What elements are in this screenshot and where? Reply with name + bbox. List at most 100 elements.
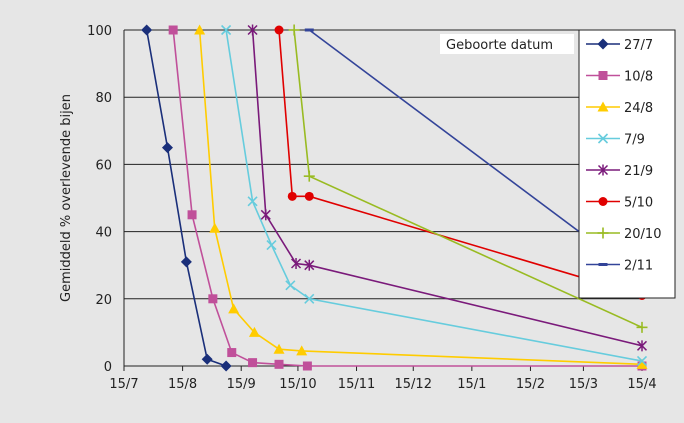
x-tick-label: 15/9 bbox=[227, 377, 256, 392]
marker-stroke bbox=[597, 133, 609, 144]
y-tick-labels: 0 20 40 60 80 100 bbox=[87, 24, 112, 375]
legend-label: 5/10 bbox=[624, 196, 653, 211]
data-point-marker bbox=[597, 227, 609, 239]
data-point-marker bbox=[180, 256, 192, 268]
data-point-marker bbox=[598, 263, 608, 266]
series-line bbox=[172, 29, 642, 367]
legend-label: 20/10 bbox=[624, 227, 661, 242]
data-point-marker bbox=[597, 133, 609, 144]
data-point-marker bbox=[291, 258, 302, 270]
legend-title: Geboorte datum bbox=[446, 38, 553, 53]
y-axis-title: Gemiddeld % overlevende bijen bbox=[59, 94, 74, 302]
data-point-marker bbox=[274, 25, 284, 35]
data-point-marker bbox=[260, 209, 271, 221]
data-point-marker bbox=[266, 239, 277, 251]
series-27-7 bbox=[141, 24, 232, 372]
data-point-marker bbox=[636, 340, 648, 352]
x-tick-label: 15/1 bbox=[457, 377, 486, 392]
series-line bbox=[278, 29, 643, 297]
legend-entry: 10/8 bbox=[586, 70, 653, 85]
marker-stroke bbox=[247, 196, 258, 207]
marker-stroke bbox=[221, 24, 232, 36]
series-20-10 bbox=[288, 24, 648, 333]
legend-entry: 20/10 bbox=[586, 227, 661, 242]
data-point-marker bbox=[304, 191, 314, 201]
data-point-marker bbox=[141, 24, 153, 36]
y-tick-label: 40 bbox=[95, 226, 112, 241]
legend-label: 24/8 bbox=[624, 101, 653, 116]
legend-entry: 24/8 bbox=[586, 101, 653, 116]
data-point-marker bbox=[287, 191, 297, 201]
y-tick-label: 20 bbox=[95, 293, 112, 308]
data-point-marker bbox=[636, 358, 648, 369]
data-point-marker bbox=[221, 24, 232, 36]
y-tick-label: 100 bbox=[87, 24, 112, 39]
series-line bbox=[198, 29, 643, 366]
data-point-marker bbox=[304, 259, 315, 271]
legend: Geboorte datum 27/7 10/8 24/8 7/9 21/9 5/10 20… bbox=[440, 29, 676, 299]
series-24-8 bbox=[194, 24, 648, 369]
x-tick-label: 15/11 bbox=[338, 377, 375, 392]
series-line bbox=[225, 29, 643, 362]
x-tick-label: 15/3 bbox=[569, 377, 598, 392]
data-point-marker bbox=[247, 24, 258, 36]
data-point-marker bbox=[228, 303, 240, 314]
data-point-marker bbox=[597, 101, 609, 112]
data-point-marker bbox=[288, 24, 300, 36]
y-tick-label: 0 bbox=[104, 360, 112, 375]
data-point-marker bbox=[227, 348, 237, 358]
data-point-marker bbox=[636, 355, 648, 367]
legend-box bbox=[578, 29, 676, 299]
x-tick-labels: 15/7 15/8 15/9 15/10 15/11 15/12 15/1 15/2 15/3 1… bbox=[109, 377, 656, 392]
series-21-9 bbox=[247, 24, 648, 352]
data-point-marker bbox=[201, 353, 213, 365]
marker-stroke bbox=[285, 280, 296, 291]
x-tick-label: 15/2 bbox=[516, 377, 545, 392]
marker-stroke bbox=[266, 239, 277, 251]
data-point-marker bbox=[161, 142, 173, 154]
data-point-marker bbox=[273, 343, 285, 354]
data-point-marker bbox=[168, 25, 178, 35]
y-tick-label: 60 bbox=[95, 158, 112, 173]
grid-lines bbox=[124, 29, 642, 367]
series-line bbox=[145, 29, 227, 367]
data-point-marker bbox=[597, 38, 609, 50]
marker-stroke bbox=[304, 293, 315, 304]
data-point-marker bbox=[598, 71, 608, 80]
legend-entry: 5/10 bbox=[586, 196, 653, 211]
legend-label: 27/7 bbox=[624, 38, 653, 53]
legend-label: 21/9 bbox=[624, 164, 653, 179]
legend-label: 10/8 bbox=[624, 70, 653, 85]
data-point-marker bbox=[304, 28, 314, 32]
x-tick-label: 15/7 bbox=[109, 377, 138, 392]
legend-label: 2/11 bbox=[624, 259, 653, 274]
legend-entry: 7/9 bbox=[586, 133, 645, 148]
data-point-marker bbox=[285, 280, 296, 291]
data-point-marker bbox=[220, 360, 232, 372]
axes bbox=[123, 30, 643, 371]
data-point-marker bbox=[187, 210, 197, 220]
marker-stroke bbox=[636, 355, 648, 367]
legend-entry: 21/9 bbox=[586, 164, 653, 179]
data-point-marker bbox=[303, 170, 315, 182]
data-point-marker bbox=[247, 196, 258, 207]
legend-entry: 2/11 bbox=[586, 259, 653, 274]
data-point-marker bbox=[274, 359, 284, 369]
x-tick-label: 15/10 bbox=[279, 377, 316, 392]
x-tick-label: 15/12 bbox=[395, 377, 432, 392]
data-point-marker bbox=[597, 164, 609, 176]
legend-title-bg bbox=[440, 34, 574, 54]
data-point-marker bbox=[248, 326, 260, 337]
data-point-marker bbox=[248, 358, 258, 368]
data-point-marker bbox=[209, 222, 221, 233]
y-tick-label: 80 bbox=[95, 91, 112, 106]
series-5-10 bbox=[274, 25, 647, 300]
legend-label: 7/9 bbox=[624, 133, 645, 148]
data-point-marker bbox=[598, 197, 608, 206]
data-point-marker bbox=[302, 361, 312, 371]
data-point-marker bbox=[636, 321, 648, 333]
data-point-marker bbox=[304, 293, 315, 304]
x-tick-label: 15/4 bbox=[627, 377, 656, 392]
